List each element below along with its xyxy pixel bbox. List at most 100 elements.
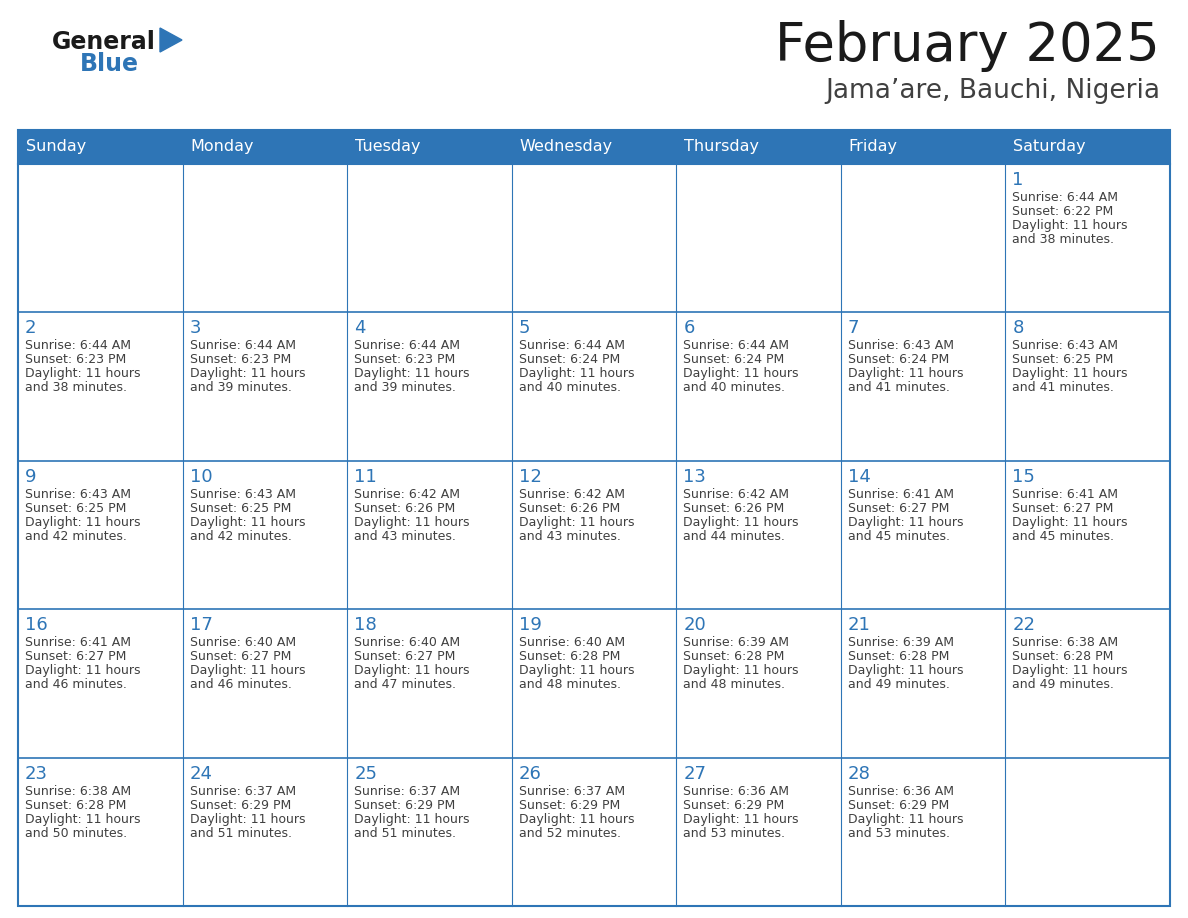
Text: and 50 minutes.: and 50 minutes. (25, 826, 127, 840)
Text: Friday: Friday (849, 140, 898, 154)
Text: 1: 1 (1012, 171, 1024, 189)
Text: Sunrise: 6:44 AM: Sunrise: 6:44 AM (519, 340, 625, 353)
Text: Daylight: 11 hours: Daylight: 11 hours (848, 812, 963, 825)
Text: Sunset: 6:27 PM: Sunset: 6:27 PM (848, 502, 949, 515)
Text: Daylight: 11 hours: Daylight: 11 hours (25, 665, 140, 677)
Text: Sunrise: 6:41 AM: Sunrise: 6:41 AM (1012, 487, 1118, 501)
Text: Sunset: 6:24 PM: Sunset: 6:24 PM (519, 353, 620, 366)
Text: Daylight: 11 hours: Daylight: 11 hours (519, 367, 634, 380)
Text: and 47 minutes.: and 47 minutes. (354, 678, 456, 691)
Text: Daylight: 11 hours: Daylight: 11 hours (1012, 665, 1127, 677)
Text: Sunrise: 6:38 AM: Sunrise: 6:38 AM (25, 785, 131, 798)
Text: and 52 minutes.: and 52 minutes. (519, 826, 620, 840)
Text: 13: 13 (683, 468, 706, 486)
Text: Sunset: 6:24 PM: Sunset: 6:24 PM (848, 353, 949, 366)
Text: Sunset: 6:26 PM: Sunset: 6:26 PM (519, 502, 620, 515)
Text: Sunset: 6:27 PM: Sunset: 6:27 PM (190, 650, 291, 663)
Text: and 40 minutes.: and 40 minutes. (683, 381, 785, 395)
Text: Sunset: 6:28 PM: Sunset: 6:28 PM (683, 650, 784, 663)
Text: Daylight: 11 hours: Daylight: 11 hours (683, 367, 798, 380)
Text: Daylight: 11 hours: Daylight: 11 hours (519, 665, 634, 677)
Text: Daylight: 11 hours: Daylight: 11 hours (519, 516, 634, 529)
Text: and 41 minutes.: and 41 minutes. (1012, 381, 1114, 395)
Text: Sunset: 6:28 PM: Sunset: 6:28 PM (519, 650, 620, 663)
Text: 24: 24 (190, 765, 213, 783)
Text: Sunrise: 6:40 AM: Sunrise: 6:40 AM (519, 636, 625, 649)
Text: Tuesday: Tuesday (355, 140, 421, 154)
Text: Sunset: 6:26 PM: Sunset: 6:26 PM (354, 502, 455, 515)
Text: Daylight: 11 hours: Daylight: 11 hours (354, 367, 469, 380)
Text: Sunrise: 6:44 AM: Sunrise: 6:44 AM (354, 340, 460, 353)
Text: Sunset: 6:27 PM: Sunset: 6:27 PM (354, 650, 455, 663)
Text: Sunrise: 6:37 AM: Sunrise: 6:37 AM (354, 785, 460, 798)
Text: Sunrise: 6:40 AM: Sunrise: 6:40 AM (190, 636, 296, 649)
Text: 10: 10 (190, 468, 213, 486)
Text: 22: 22 (1012, 616, 1036, 634)
Text: and 42 minutes.: and 42 minutes. (25, 530, 127, 543)
Text: Sunrise: 6:41 AM: Sunrise: 6:41 AM (25, 636, 131, 649)
Text: Sunset: 6:28 PM: Sunset: 6:28 PM (1012, 650, 1114, 663)
Text: and 38 minutes.: and 38 minutes. (1012, 233, 1114, 246)
Text: Sunset: 6:24 PM: Sunset: 6:24 PM (683, 353, 784, 366)
Text: Sunrise: 6:43 AM: Sunrise: 6:43 AM (25, 487, 131, 501)
Text: 27: 27 (683, 765, 707, 783)
Text: Sunrise: 6:44 AM: Sunrise: 6:44 AM (683, 340, 789, 353)
Text: Daylight: 11 hours: Daylight: 11 hours (1012, 219, 1127, 232)
Text: and 49 minutes.: and 49 minutes. (1012, 678, 1114, 691)
Text: 7: 7 (848, 319, 859, 338)
Text: Sunrise: 6:40 AM: Sunrise: 6:40 AM (354, 636, 460, 649)
Text: 23: 23 (25, 765, 48, 783)
Text: Sunrise: 6:43 AM: Sunrise: 6:43 AM (848, 340, 954, 353)
Text: Daylight: 11 hours: Daylight: 11 hours (683, 516, 798, 529)
Text: Daylight: 11 hours: Daylight: 11 hours (354, 812, 469, 825)
Text: 5: 5 (519, 319, 530, 338)
Text: 17: 17 (190, 616, 213, 634)
Text: and 48 minutes.: and 48 minutes. (519, 678, 620, 691)
Text: Daylight: 11 hours: Daylight: 11 hours (354, 665, 469, 677)
Text: and 44 minutes.: and 44 minutes. (683, 530, 785, 543)
Text: Sunset: 6:27 PM: Sunset: 6:27 PM (25, 650, 126, 663)
Text: Sunset: 6:25 PM: Sunset: 6:25 PM (190, 502, 291, 515)
Text: Sunrise: 6:36 AM: Sunrise: 6:36 AM (683, 785, 789, 798)
Text: 19: 19 (519, 616, 542, 634)
Text: 16: 16 (25, 616, 48, 634)
Text: Daylight: 11 hours: Daylight: 11 hours (25, 367, 140, 380)
Text: Sunrise: 6:43 AM: Sunrise: 6:43 AM (190, 487, 296, 501)
Text: and 42 minutes.: and 42 minutes. (190, 530, 291, 543)
Text: General: General (52, 30, 156, 54)
Text: Daylight: 11 hours: Daylight: 11 hours (354, 516, 469, 529)
Text: 14: 14 (848, 468, 871, 486)
Text: and 48 minutes.: and 48 minutes. (683, 678, 785, 691)
Text: and 45 minutes.: and 45 minutes. (1012, 530, 1114, 543)
Text: Sunset: 6:23 PM: Sunset: 6:23 PM (25, 353, 126, 366)
Text: and 53 minutes.: and 53 minutes. (683, 826, 785, 840)
Text: Sunday: Sunday (26, 140, 87, 154)
Text: and 41 minutes.: and 41 minutes. (848, 381, 949, 395)
Text: Thursday: Thursday (684, 140, 759, 154)
Text: Daylight: 11 hours: Daylight: 11 hours (848, 516, 963, 529)
Text: and 45 minutes.: and 45 minutes. (848, 530, 950, 543)
Text: and 51 minutes.: and 51 minutes. (190, 826, 291, 840)
Text: 6: 6 (683, 319, 695, 338)
Text: 9: 9 (25, 468, 37, 486)
Text: Daylight: 11 hours: Daylight: 11 hours (190, 516, 305, 529)
Text: Sunrise: 6:42 AM: Sunrise: 6:42 AM (519, 487, 625, 501)
Text: Sunrise: 6:44 AM: Sunrise: 6:44 AM (25, 340, 131, 353)
Text: Sunset: 6:29 PM: Sunset: 6:29 PM (354, 799, 455, 812)
Text: and 39 minutes.: and 39 minutes. (354, 381, 456, 395)
Text: Daylight: 11 hours: Daylight: 11 hours (1012, 516, 1127, 529)
Text: Sunset: 6:29 PM: Sunset: 6:29 PM (683, 799, 784, 812)
Text: and 43 minutes.: and 43 minutes. (519, 530, 620, 543)
Text: Sunset: 6:25 PM: Sunset: 6:25 PM (1012, 353, 1114, 366)
Text: Saturday: Saturday (1013, 140, 1086, 154)
Text: and 46 minutes.: and 46 minutes. (190, 678, 291, 691)
Text: Sunrise: 6:37 AM: Sunrise: 6:37 AM (519, 785, 625, 798)
Text: Sunrise: 6:36 AM: Sunrise: 6:36 AM (848, 785, 954, 798)
Text: 28: 28 (848, 765, 871, 783)
Text: 15: 15 (1012, 468, 1035, 486)
Text: Sunrise: 6:39 AM: Sunrise: 6:39 AM (683, 636, 789, 649)
Text: 25: 25 (354, 765, 377, 783)
Text: Daylight: 11 hours: Daylight: 11 hours (25, 812, 140, 825)
Text: 20: 20 (683, 616, 706, 634)
Text: Daylight: 11 hours: Daylight: 11 hours (1012, 367, 1127, 380)
